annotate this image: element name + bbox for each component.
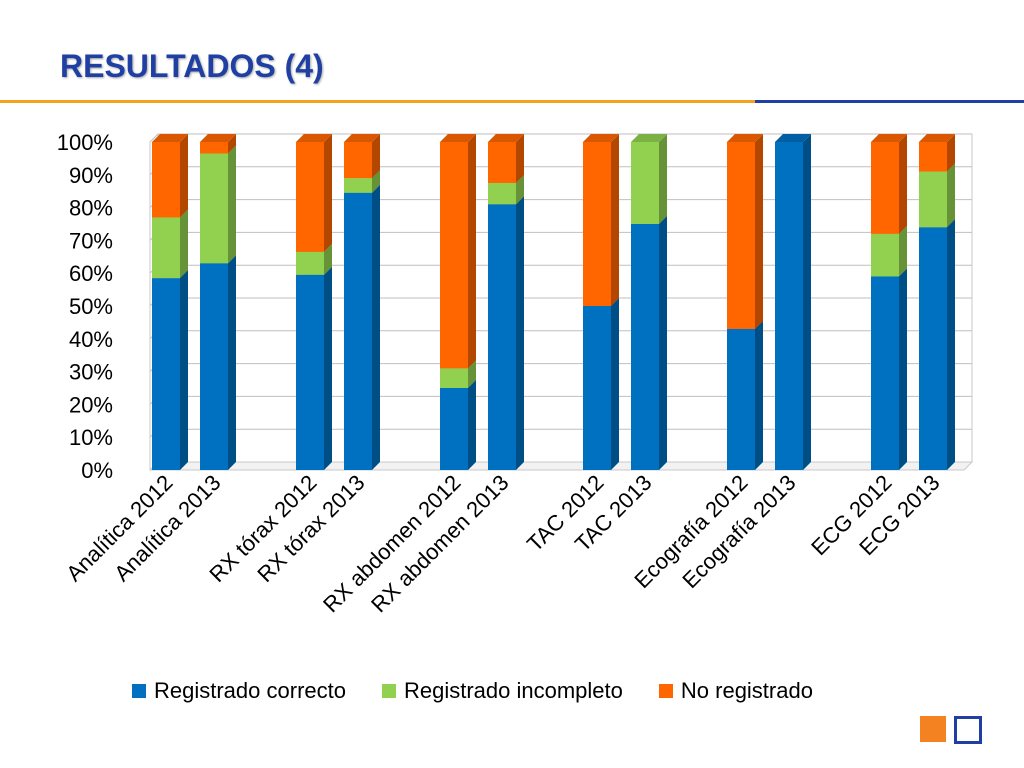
bar-segment [296,266,332,470]
bar-segment [631,134,667,224]
bar-segment [488,134,524,183]
bar-segment [344,134,380,179]
bar-segment [775,134,811,470]
orange-square-icon [920,716,946,742]
gridline-side [149,133,159,143]
legend-item: No registrado [658,678,813,704]
bar-segment [631,216,667,470]
bar-segment [919,163,955,228]
y-tick-label: 40% [69,327,113,352]
bar-segment [200,255,236,470]
bar-segment [152,209,188,279]
bar-segment [440,134,476,369]
bars-layer [152,134,955,470]
bar-segment [727,320,763,470]
legend-swatch [658,684,673,698]
y-tick-label: 90% [69,163,113,188]
slide-title: RESULTADOS (4) [60,48,324,84]
y-tick-label: 10% [69,425,113,450]
bar-segment [152,270,188,470]
y-axis-ticks: 0% 10% 20% 30% 40% 50% 60% 70% 80% 90% 100% [57,130,113,483]
bar-segment [344,184,380,470]
bar-segment [200,134,236,154]
y-tick-label: 70% [69,228,113,253]
grid-layer [148,133,974,471]
bar-segment [727,134,763,329]
y-tick-label: 60% [69,261,113,286]
bar-segment [919,134,955,172]
bar-segment [152,134,188,218]
bar-segment [296,134,332,252]
bar-segment [200,145,236,264]
bar-segment [440,380,476,470]
corner-decoration [920,716,982,744]
legend-label: Registrado incompleto [403,678,623,703]
bar-segment [919,219,955,470]
legend-swatch [381,684,396,698]
chart-floor [148,461,974,471]
legend-label: Registrado correcto [154,678,346,703]
header-rule-blue [755,100,1024,103]
bar-segment [871,134,907,234]
legend-swatch [132,684,146,698]
y-tick-label: 20% [69,392,113,417]
legend-label: No registrado [680,678,813,703]
y-tick-label: 30% [69,360,113,385]
y-tick-label: 100% [57,130,113,155]
header-rule-orange [0,100,755,103]
y-tick-label: 80% [69,196,113,221]
bar-segment [583,298,619,470]
blue-outline-square-icon [954,716,982,744]
chart-legend: Registrado correcto Registrado incompleto… [132,678,932,704]
bar-segment [871,268,907,470]
y-tick-label: 0% [81,458,113,483]
bar-segment [488,196,524,470]
bar-segment [583,134,619,306]
legend-item: Registrado correcto [132,678,346,704]
y-tick-label: 50% [69,294,113,319]
legend-item: Registrado incompleto [381,678,623,704]
